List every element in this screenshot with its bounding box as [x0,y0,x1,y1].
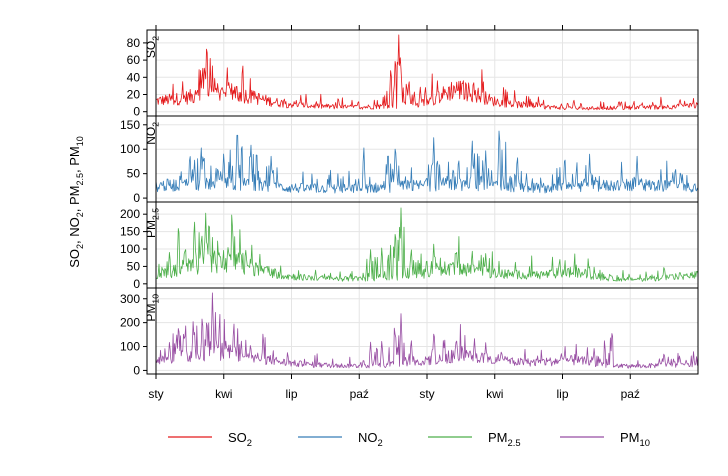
y-tick-label: 0 [133,105,140,119]
legend-item-so2: SO2 [168,430,252,448]
panel-no2: NO2 0 50 100 150 [120,115,699,205]
series-line-no2 [155,130,699,194]
legend-label: NO2 [358,430,383,448]
x-tick-label: paź [350,387,369,401]
y-tick-label: 100 [120,242,140,256]
series-line-pm10 [155,292,699,369]
y-tick-label: 50 [127,167,141,181]
y-tick-label: 0 [133,191,140,205]
y-tick-label: 200 [120,207,140,221]
x-axis: sty kwi lip paź sty kwi lip paź [148,25,640,401]
y-tick-label: 300 [120,292,140,306]
y-axis-label: SO2, NO2, PM2.5, PM10 [67,136,85,268]
series-line-so2 [155,34,699,111]
y-tick-label: 20 [127,88,141,102]
x-tick-label: kwi [215,387,232,401]
panel-pm10: PM10 0 100 200 300 [120,287,699,377]
x-tick-label: kwi [486,387,503,401]
legend-item-pm10: PM10 [560,430,650,448]
panel-so2: SO2 0 20 40 60 80 [127,29,699,119]
y-tick-label: 0 [133,363,140,377]
legend: SO2 NO2 PM2.5 PM10 [168,430,650,448]
x-tick-label: lip [556,387,568,401]
y-tick-label: 100 [120,142,140,156]
y-tick-label: 150 [120,225,140,239]
panels-group: SO2 0 20 40 60 80 NO2 0 50 100 150 PM2.5 0 50 100 150 20… [120,29,699,377]
y-tick-label: 200 [120,316,140,330]
legend-item-no2: NO2 [298,430,383,448]
strip-label: PM10 [144,294,161,322]
strip-label: SO2 [144,36,161,58]
legend-label: SO2 [228,430,252,448]
legend-item-pm25: PM2.5 [428,430,521,448]
x-tick-label: sty [419,387,434,401]
y-tick-label: 50 [127,259,141,273]
x-tick-label: lip [285,387,297,401]
panel-pm25: PM2.5 0 50 100 150 200 [120,201,699,291]
legend-label: PM10 [620,430,650,448]
legend-label: PM2.5 [488,430,521,448]
y-tick-label: 150 [120,118,140,132]
x-tick-label: paź [621,387,640,401]
y-tick-label: 0 [133,277,140,291]
series-line-pm25 [155,207,699,282]
y-tick-label: 60 [127,53,141,67]
strip-label: PM2.5 [144,208,161,238]
strip-label: NO2 [144,122,161,145]
y-tick-label: 100 [120,340,140,354]
panel-border [146,287,699,375]
y-tick-label: 40 [127,70,141,84]
y-tick-label: 80 [127,36,141,50]
x-tick-label: sty [148,387,163,401]
